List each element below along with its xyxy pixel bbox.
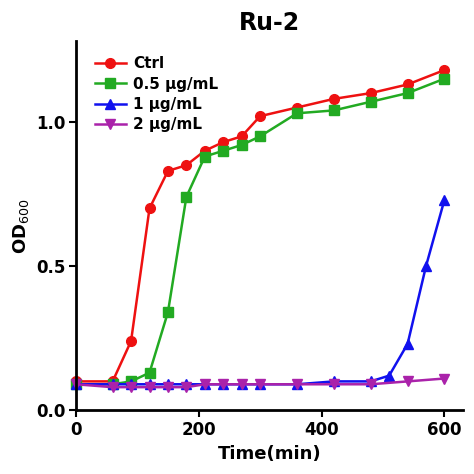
0.5 μg/mL	[220, 148, 226, 154]
1 μg/mL	[220, 382, 226, 387]
1 μg/mL	[146, 382, 152, 387]
1 μg/mL	[405, 341, 410, 347]
1 μg/mL	[110, 382, 116, 387]
0.5 μg/mL	[73, 382, 79, 387]
2 μg/mL	[202, 382, 208, 387]
0.5 μg/mL	[442, 76, 447, 82]
0.5 μg/mL	[294, 110, 300, 116]
Legend: Ctrl, 0.5 μg/mL, 1 μg/mL, 2 μg/mL: Ctrl, 0.5 μg/mL, 1 μg/mL, 2 μg/mL	[95, 56, 219, 132]
Title: Ru-2: Ru-2	[239, 11, 300, 35]
2 μg/mL	[294, 382, 300, 387]
2 μg/mL	[165, 384, 171, 390]
X-axis label: Time(min): Time(min)	[218, 445, 321, 463]
0.5 μg/mL	[239, 142, 245, 148]
2 μg/mL	[331, 382, 337, 387]
Y-axis label: OD$_{600}$: OD$_{600}$	[11, 198, 31, 254]
Ctrl	[202, 148, 208, 154]
1 μg/mL	[73, 382, 79, 387]
2 μg/mL	[368, 382, 374, 387]
0.5 μg/mL	[257, 134, 263, 139]
0.5 μg/mL	[202, 154, 208, 159]
1 μg/mL	[331, 379, 337, 384]
Ctrl	[442, 67, 447, 73]
2 μg/mL	[73, 382, 79, 387]
0.5 μg/mL	[368, 99, 374, 105]
2 μg/mL	[183, 384, 189, 390]
Ctrl	[239, 134, 245, 139]
2 μg/mL	[405, 379, 410, 384]
Line: Ctrl: Ctrl	[71, 65, 449, 386]
1 μg/mL	[257, 382, 263, 387]
1 μg/mL	[423, 263, 429, 269]
1 μg/mL	[386, 373, 392, 378]
0.5 μg/mL	[405, 90, 410, 96]
2 μg/mL	[110, 384, 116, 390]
1 μg/mL	[128, 382, 134, 387]
Ctrl	[331, 96, 337, 102]
Ctrl	[183, 162, 189, 168]
0.5 μg/mL	[183, 194, 189, 200]
Ctrl	[368, 90, 374, 96]
1 μg/mL	[294, 382, 300, 387]
Ctrl	[110, 379, 116, 384]
Ctrl	[165, 168, 171, 174]
1 μg/mL	[183, 382, 189, 387]
0.5 μg/mL	[110, 382, 116, 387]
2 μg/mL	[146, 384, 152, 390]
0.5 μg/mL	[331, 108, 337, 113]
2 μg/mL	[128, 384, 134, 390]
1 μg/mL	[165, 382, 171, 387]
1 μg/mL	[239, 382, 245, 387]
1 μg/mL	[202, 382, 208, 387]
Ctrl	[220, 139, 226, 145]
1 μg/mL	[442, 197, 447, 202]
Line: 2 μg/mL: 2 μg/mL	[71, 374, 449, 392]
Ctrl	[257, 113, 263, 119]
Ctrl	[128, 338, 134, 344]
Ctrl	[294, 105, 300, 110]
Line: 1 μg/mL: 1 μg/mL	[71, 195, 449, 389]
0.5 μg/mL	[128, 379, 134, 384]
1 μg/mL	[368, 379, 374, 384]
2 μg/mL	[220, 382, 226, 387]
2 μg/mL	[239, 382, 245, 387]
0.5 μg/mL	[165, 310, 171, 315]
Ctrl	[405, 82, 410, 87]
Line: 0.5 μg/mL: 0.5 μg/mL	[71, 74, 449, 389]
2 μg/mL	[442, 376, 447, 382]
Ctrl	[73, 379, 79, 384]
0.5 μg/mL	[146, 370, 152, 375]
Ctrl	[146, 206, 152, 211]
2 μg/mL	[257, 382, 263, 387]
